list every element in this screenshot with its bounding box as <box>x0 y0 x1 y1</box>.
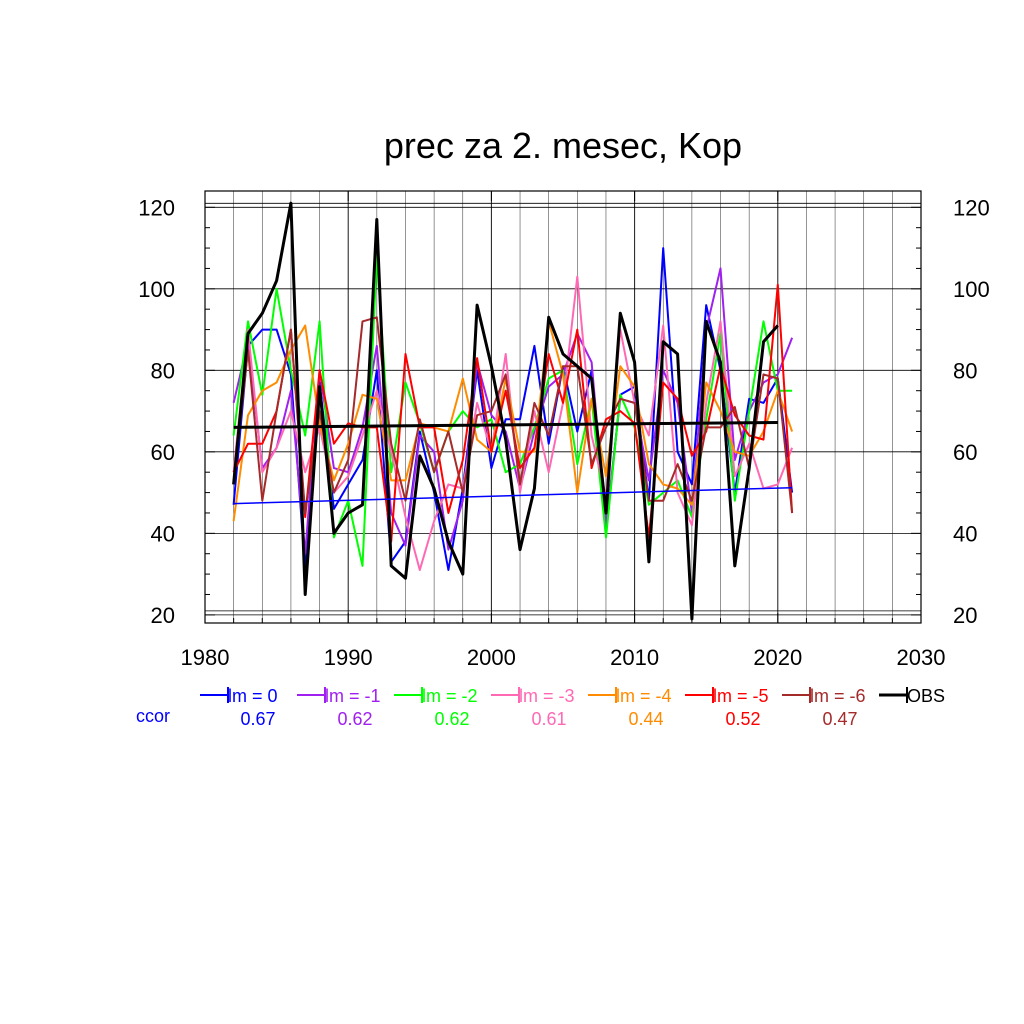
trend-lines <box>233 420 793 505</box>
y-tick-label-right: 20 <box>953 603 977 628</box>
chart-title: prec za 2. mesec, Kop <box>384 125 742 166</box>
y-tick-label-left: 120 <box>138 195 175 220</box>
legend-entry-label: lm = -4 <box>616 686 672 706</box>
legend-entry-label: OBS <box>907 686 945 706</box>
legend-ccor-value: 0.44 <box>628 709 663 729</box>
plot-frame <box>204 190 922 624</box>
legend: ccor lm = 0 0.67 lm = -1 0.62 lm = -2 0.62 lm =… <box>136 686 945 729</box>
y-tick-label-left: 20 <box>151 603 175 628</box>
x-tick-label: 2010 <box>610 645 659 670</box>
y-tick-label-left: 60 <box>151 440 175 465</box>
y-tick-label-right: 80 <box>953 358 977 383</box>
y-tick-label-left: 100 <box>138 277 175 302</box>
x-tick-label: 2020 <box>753 645 802 670</box>
legend-entry-label: lm = 0 <box>228 686 278 706</box>
x-tick-label: 1980 <box>181 645 230 670</box>
legend-entry-label: lm = -6 <box>810 686 866 706</box>
x-tick-label: 2030 <box>897 645 946 670</box>
legend-ccor-value: 0.47 <box>822 709 857 729</box>
legend-ccor-value: 0.52 <box>725 709 760 729</box>
y-tick-label-left: 40 <box>151 521 175 546</box>
y-tick-label-right: 120 <box>953 195 990 220</box>
x-tick-label: 2000 <box>467 645 516 670</box>
plot-border <box>204 190 922 624</box>
legend-ccor-value: 0.62 <box>337 709 372 729</box>
trend-line-1 <box>233 420 778 429</box>
y-tick-label-right: 100 <box>953 277 990 302</box>
trend-line-0 <box>233 486 793 505</box>
y-tick-label-right: 40 <box>953 521 977 546</box>
legend-entry-label: lm = -3 <box>519 686 575 706</box>
y-tick-label-right: 60 <box>953 440 977 465</box>
series-lines <box>232 201 794 621</box>
series-line-7 <box>232 201 779 621</box>
legend-ccor-value: 0.62 <box>434 709 469 729</box>
legend-entry-label: lm = -2 <box>422 686 478 706</box>
y-tick-label-left: 80 <box>151 358 175 383</box>
legend-entry-label: lm = -5 <box>713 686 769 706</box>
legend-ccor-value: 0.67 <box>240 709 275 729</box>
x-tick-label: 1990 <box>324 645 373 670</box>
legend-row-label: ccor <box>136 706 170 726</box>
legend-entry-label: lm = -1 <box>325 686 381 706</box>
legend-ccor-value: 0.61 <box>531 709 566 729</box>
